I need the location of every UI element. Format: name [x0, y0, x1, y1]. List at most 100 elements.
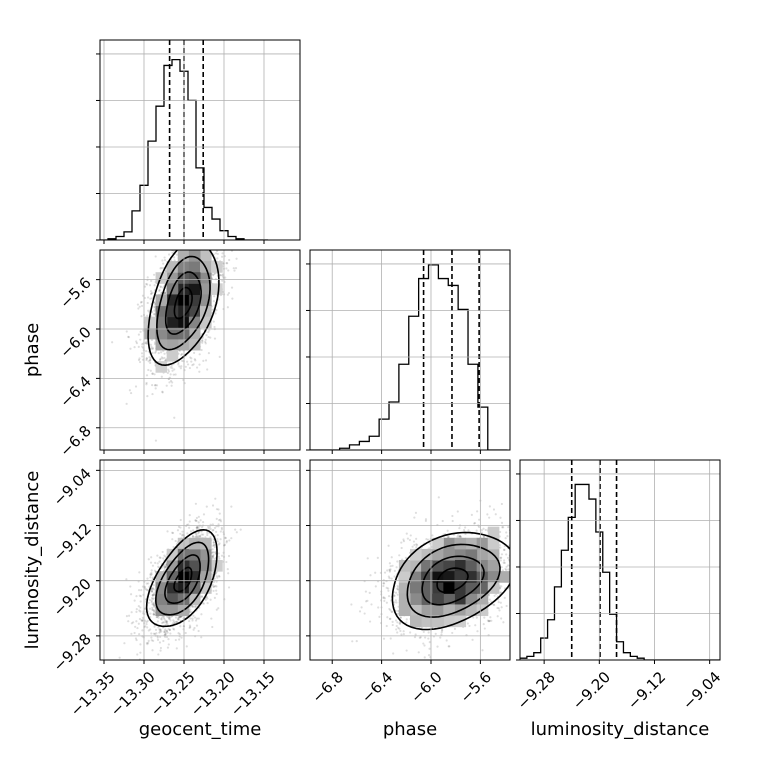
- sample-point: [194, 359, 197, 362]
- sample-point: [195, 535, 198, 538]
- sample-point: [139, 301, 143, 304]
- sample-point: [200, 525, 204, 529]
- sample-point: [194, 619, 198, 622]
- y-tick-label: −6.0: [56, 323, 94, 361]
- sample-point: [166, 646, 170, 649]
- sample-point: [141, 619, 144, 623]
- sample-point: [148, 284, 152, 287]
- sample-point: [158, 288, 161, 292]
- sample-point: [138, 305, 141, 308]
- sample-point: [150, 569, 153, 572]
- sample-point: [178, 365, 181, 368]
- sample-point: [235, 257, 238, 260]
- sample-point: [171, 381, 174, 384]
- sample-point: [155, 615, 158, 619]
- sample-point: [215, 608, 218, 611]
- sample-point: [200, 613, 203, 616]
- sample-point: [151, 347, 154, 350]
- sample-point: [224, 537, 227, 540]
- sample-point: [164, 565, 167, 569]
- sample-point: [211, 583, 214, 586]
- sample-point: [153, 593, 156, 596]
- density-cell: [177, 316, 190, 329]
- sample-point: [213, 295, 216, 298]
- sample-point: [139, 651, 142, 654]
- sample-point: [123, 642, 126, 645]
- sample-point: [201, 339, 204, 343]
- sample-point: [227, 554, 231, 558]
- sample-point: [186, 232, 188, 234]
- sample-point: [150, 292, 153, 296]
- sample-point: [133, 631, 136, 635]
- sample-point: [185, 235, 187, 237]
- sample-point: [200, 339, 204, 342]
- sample-point: [150, 589, 153, 592]
- sample-point: [175, 620, 178, 623]
- sample-point: [225, 261, 228, 265]
- sample-point: [156, 638, 160, 641]
- sample-point: [209, 242, 211, 244]
- sample-point: [158, 289, 161, 293]
- sample-point: [177, 618, 180, 621]
- sample-point: [141, 294, 145, 297]
- sample-point: [164, 633, 167, 636]
- sample-point: [207, 245, 209, 247]
- sample-point: [211, 529, 214, 532]
- sample-point: [153, 603, 156, 606]
- sample-point: [227, 586, 231, 589]
- sample-point: [163, 292, 166, 295]
- sample-point: [164, 635, 167, 638]
- sample-point: [150, 292, 153, 295]
- sample-point: [191, 604, 194, 607]
- sample-point: [215, 250, 219, 253]
- sample-point: [138, 632, 141, 636]
- sample-point: [224, 276, 227, 279]
- sample-point: [159, 357, 162, 361]
- sample-point: [186, 363, 190, 366]
- sample-point: [197, 534, 200, 538]
- sample-point: [137, 605, 140, 608]
- sample-point: [219, 520, 223, 523]
- sample-point: [134, 385, 138, 388]
- sample-point: [177, 618, 180, 621]
- sample-point: [166, 620, 169, 623]
- sample-point: [160, 356, 163, 359]
- density-cell: [188, 261, 201, 273]
- sample-point: [159, 628, 162, 632]
- sample-point: [146, 283, 149, 286]
- sample-point: [168, 617, 171, 620]
- sample-point: [147, 309, 150, 312]
- sample-point: [145, 357, 148, 360]
- density-cell: [166, 294, 179, 307]
- sample-point: [198, 248, 200, 250]
- sample-point: [149, 369, 152, 372]
- sample-point: [225, 560, 228, 564]
- sample-point: [179, 526, 182, 529]
- sample-point: [208, 329, 211, 332]
- sample-point: [200, 533, 203, 536]
- sample-point: [151, 392, 154, 396]
- sample-point: [174, 616, 178, 619]
- sample-point: [154, 628, 158, 631]
- sample-point: [163, 256, 166, 259]
- sample-point: [186, 532, 189, 535]
- sample-point: [193, 605, 197, 608]
- sample-point: [217, 543, 220, 546]
- sample-point: [157, 626, 160, 629]
- sample-point: [150, 556, 153, 559]
- sample-point: [191, 364, 194, 367]
- sample-point: [141, 358, 145, 361]
- sample-point: [159, 286, 162, 289]
- sample-point: [217, 224, 219, 226]
- sample-point: [145, 374, 149, 377]
- sample-point: [137, 345, 140, 348]
- sample-point: [162, 639, 165, 643]
- sample-point: [186, 243, 188, 245]
- sample-point: [206, 219, 208, 221]
- sample-point: [202, 359, 205, 363]
- sample-point: [160, 292, 163, 295]
- sample-point: [204, 338, 207, 341]
- sample-point: [217, 233, 219, 235]
- sample-point: [200, 348, 203, 352]
- sample-point: [133, 346, 136, 349]
